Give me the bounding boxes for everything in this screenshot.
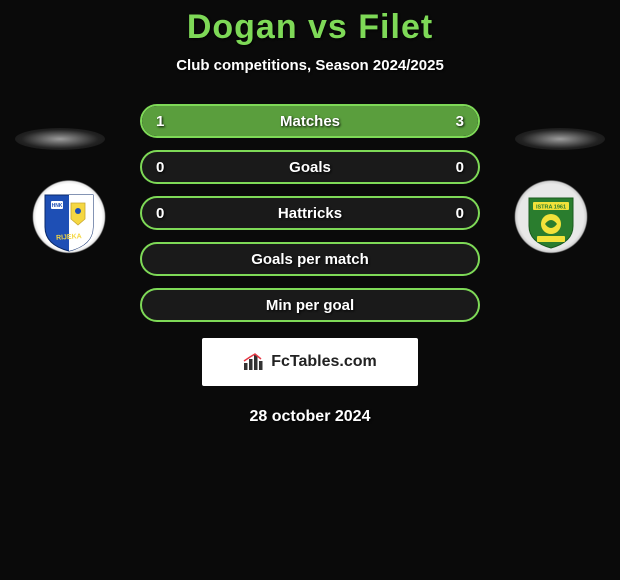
stat-value-right: 0 [456, 159, 464, 176]
player-shadow-left [15, 128, 105, 150]
stat-row: 0 0 Goals [140, 150, 480, 184]
stat-row: 1 3 Matches [140, 104, 480, 138]
stat-row: 0 0 Hattricks [140, 196, 480, 230]
stats-panel: 1 3 Matches 0 0 Goals 0 0 Hattricks Goals per mat… [140, 104, 480, 322]
watermark-text: FcTables.com [271, 353, 377, 371]
stat-row: Min per goal [140, 288, 480, 322]
bar-chart-icon [243, 353, 265, 371]
stat-label: Goals [289, 159, 331, 176]
player-shadow-right [515, 128, 605, 150]
stat-fill-left [142, 106, 226, 136]
svg-text:ISTRA 1961: ISTRA 1961 [536, 205, 566, 211]
watermark: FcTables.com [202, 338, 418, 386]
stat-label: Min per goal [266, 297, 354, 314]
page-title: Dogan vs Filet [0, 8, 620, 47]
club-crest-rijeka-icon: HNK RIJEKA [41, 189, 97, 253]
stat-value-left: 1 [156, 113, 164, 130]
stat-value-right: 0 [456, 205, 464, 222]
club-badge-left: HNK RIJEKA [20, 178, 118, 264]
stat-value-left: 0 [156, 159, 164, 176]
stat-value-right: 3 [456, 113, 464, 130]
svg-text:HNK: HNK [52, 203, 63, 209]
stat-label: Goals per match [251, 251, 369, 268]
stat-label: Hattricks [278, 205, 342, 222]
stat-value-left: 0 [156, 205, 164, 222]
club-badge-right: ISTRA 1961 [502, 178, 600, 264]
stat-row: Goals per match [140, 242, 480, 276]
stat-label: Matches [280, 113, 340, 130]
date-label: 28 october 2024 [0, 408, 620, 426]
club-crest-istra-icon: ISTRA 1961 [523, 190, 579, 252]
stat-fill-right [226, 106, 478, 136]
subtitle: Club competitions, Season 2024/2025 [0, 57, 620, 74]
